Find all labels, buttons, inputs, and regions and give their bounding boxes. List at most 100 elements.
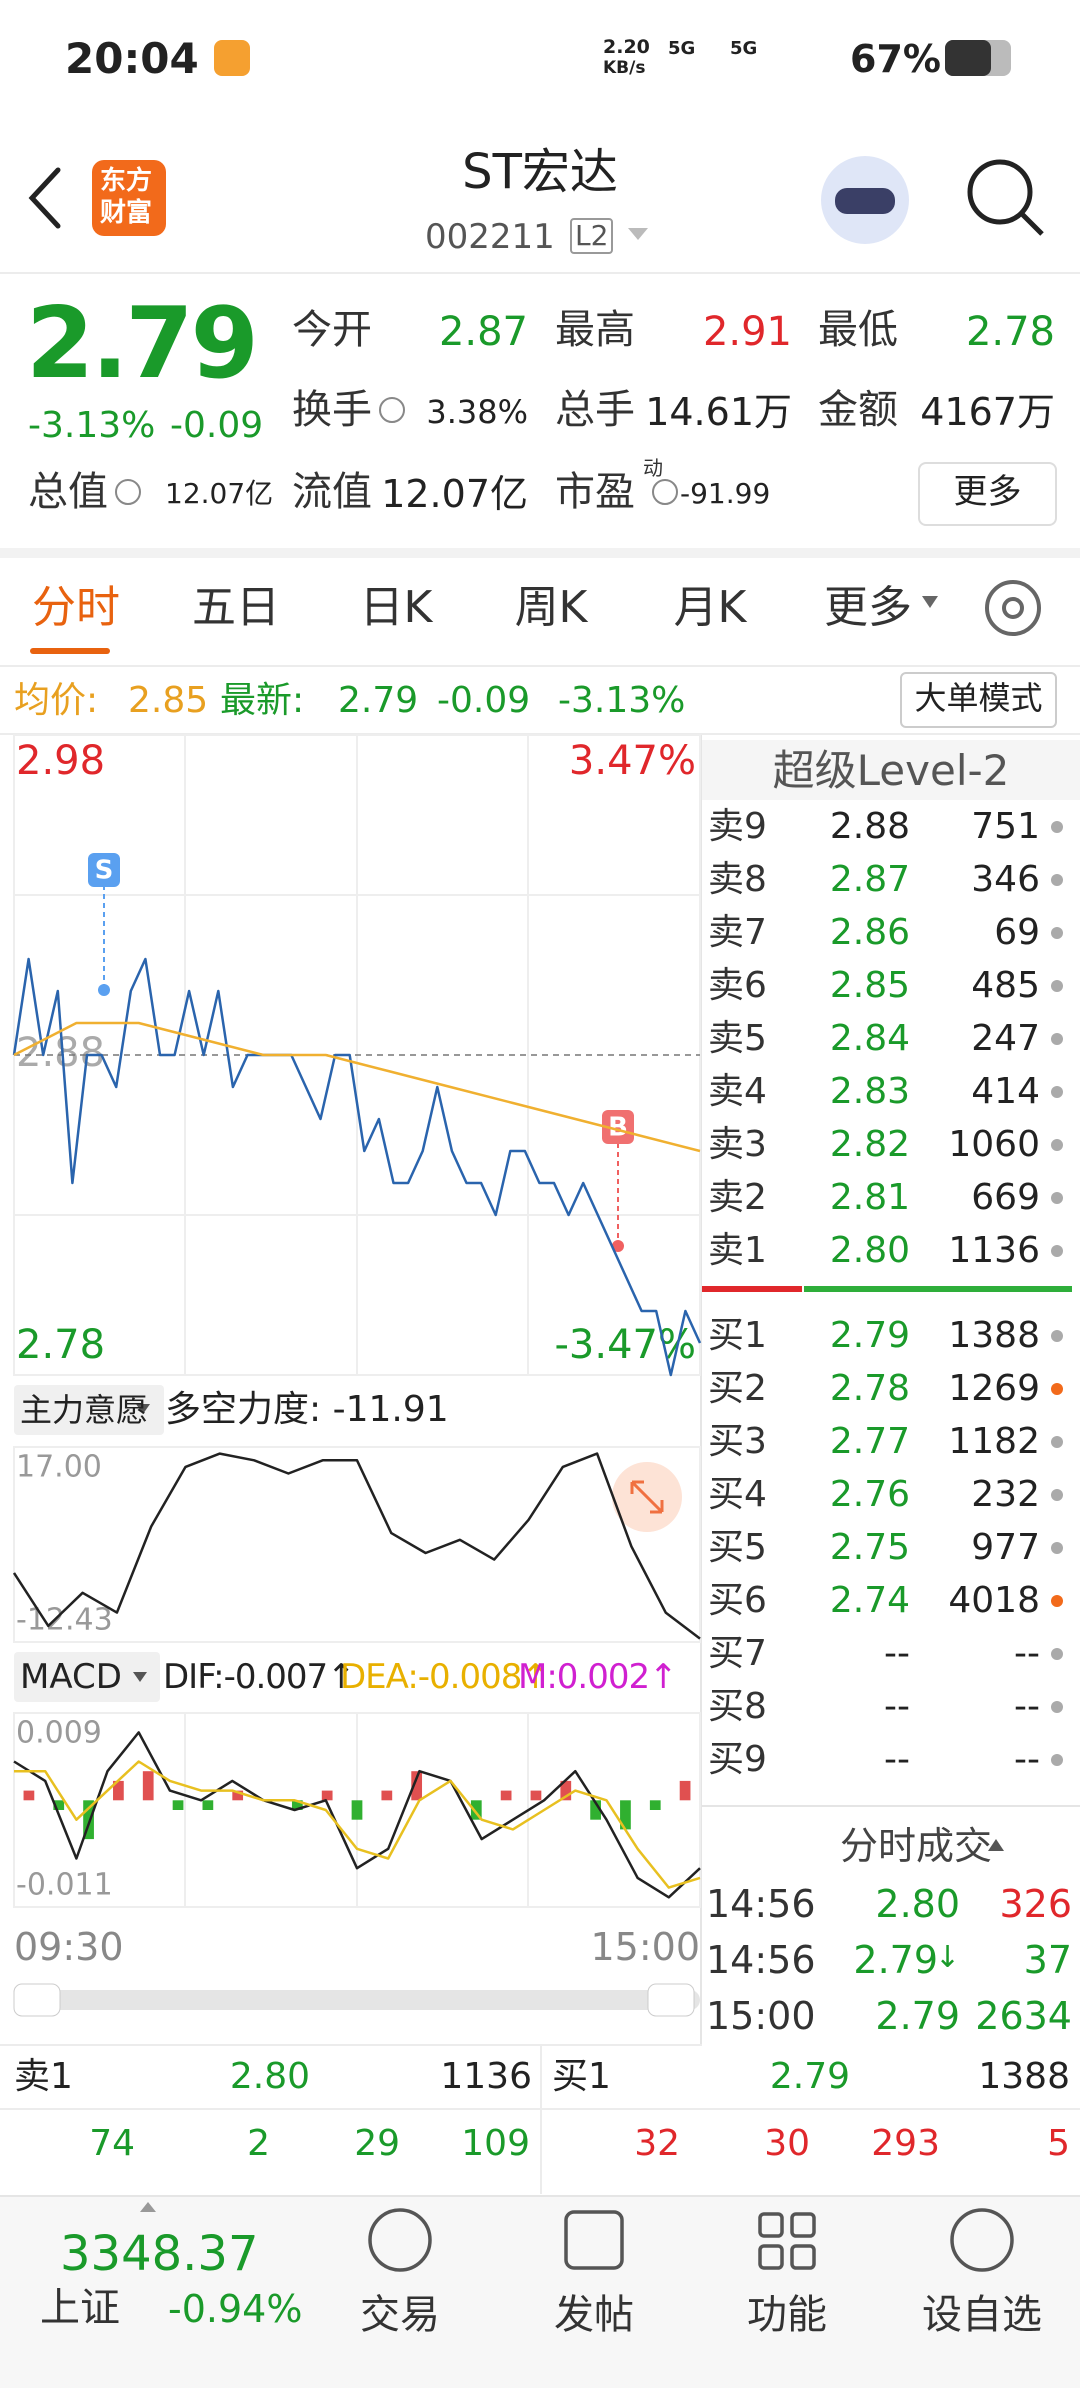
trade-arrow: ↓	[934, 1940, 960, 1975]
macd-bar	[560, 1780, 572, 1801]
bid-order: 30	[764, 2123, 810, 2164]
depth-price: 2.80	[229, 2056, 310, 2097]
more-button[interactable]	[918, 462, 1057, 526]
book-dot	[1051, 1033, 1063, 1045]
stat-value: 2.78	[965, 309, 1055, 355]
book-dot	[1051, 1648, 1063, 1660]
macd-bar	[23, 1790, 35, 1801]
avatar	[835, 188, 895, 214]
book-label: 卖7	[708, 912, 767, 953]
expand-icon	[630, 1480, 664, 1514]
book-price: --	[884, 1633, 910, 1674]
tab[interactable]: 分时	[32, 582, 120, 633]
macd-bar	[291, 1800, 303, 1810]
trade-price: 2.79	[853, 1938, 938, 1982]
macd-bar	[232, 1790, 244, 1801]
book-dot	[1051, 1595, 1063, 1607]
macd-bar	[620, 1800, 631, 1830]
nav-item[interactable]: 设自选	[922, 2292, 1042, 2338]
book-label: 卖2	[708, 1177, 767, 1218]
macd-bar	[411, 1771, 423, 1801]
book-price: 2.87	[829, 859, 910, 900]
series-line	[14, 1760, 701, 1889]
stat-label: 换手	[292, 387, 372, 433]
indicator-select[interactable]	[14, 1652, 160, 1702]
macd-bar	[351, 1800, 363, 1820]
info-avg: 2.85	[128, 680, 209, 721]
depth-label: 卖1	[14, 2056, 73, 2097]
stat-label: 今开	[292, 307, 372, 353]
divider	[0, 548, 1080, 558]
index-change: -0.94%	[168, 2287, 303, 2331]
tab[interactable]: 周K	[514, 582, 588, 633]
battery: 67%	[850, 37, 941, 81]
divider	[540, 2044, 542, 2194]
info-change: -0.09	[437, 680, 531, 721]
book-price: 2.86	[829, 912, 910, 953]
scroll-handle[interactable]	[13, 1983, 61, 2017]
book-label: 卖9	[708, 806, 767, 847]
dropdown-icon	[136, 1404, 150, 1414]
trade-volume: 326	[999, 1882, 1072, 1926]
nav-item[interactable]: 功能	[747, 2292, 827, 2338]
book-dot	[1051, 821, 1063, 833]
dropdown-icon	[133, 1672, 147, 1682]
book-volume: --	[1014, 1686, 1040, 1727]
book-volume: 414	[971, 1071, 1040, 1112]
book-volume: 1269	[948, 1368, 1040, 1409]
more-button-label[interactable]: 更多	[953, 472, 1022, 512]
y-tick-label: -3.47%	[554, 1322, 696, 1368]
trades-title: 分时成交	[839, 1824, 992, 1868]
tab[interactable]: 日K	[359, 582, 433, 633]
stat-label: 最高	[555, 307, 635, 353]
mode-button-label[interactable]: 大单模式	[914, 679, 1043, 717]
book-label: 买8	[708, 1686, 767, 1727]
back-icon[interactable]	[28, 167, 61, 229]
scroll-handle[interactable]	[647, 1983, 695, 2017]
trade-volume: 37	[1023, 1938, 1072, 1982]
nav-item[interactable]: 发帖	[554, 2292, 634, 2338]
indicator-select[interactable]	[14, 1385, 164, 1435]
info-last-label: 最新:	[220, 680, 305, 721]
book-price: 2.85	[829, 965, 910, 1006]
dropdown-icon	[922, 596, 938, 608]
stat-value: 12.07亿	[381, 472, 528, 516]
book-price: 2.75	[829, 1527, 910, 1568]
depth-price: 2.79	[769, 2056, 850, 2097]
series-line	[12, 1452, 701, 1640]
tab[interactable]: 月K	[673, 582, 747, 633]
time-label: 15:00	[590, 1925, 700, 1969]
scrollbar[interactable]	[14, 1990, 700, 2010]
stat-value: 14.61万	[645, 390, 792, 434]
book-dot	[1051, 1383, 1063, 1395]
sell-marker[interactable]	[88, 853, 120, 887]
level2-header	[702, 740, 1080, 800]
book-dot	[1051, 1330, 1063, 1342]
app-logo[interactable]	[92, 160, 166, 236]
buy-marker[interactable]	[602, 1110, 634, 1144]
book-dot	[1051, 1245, 1063, 1257]
book-volume: 1136	[948, 1230, 1040, 1271]
divider	[0, 665, 1080, 667]
battery-icon	[945, 40, 991, 76]
trade-volume: 2634	[975, 1994, 1072, 2038]
tab-underline	[30, 648, 110, 654]
m-label: M:0.002↑	[518, 1657, 678, 1697]
book-label: 买1	[708, 1315, 767, 1356]
price: 2.79	[26, 287, 259, 401]
expand-caret	[140, 2202, 156, 2212]
book-label: 买6	[708, 1580, 767, 1621]
tab[interactable]: 更多	[824, 582, 912, 633]
info-avg-label: 均价:	[14, 680, 99, 721]
nav-item[interactable]: 交易	[360, 2292, 440, 2338]
search-icon[interactable]	[967, 159, 1044, 236]
signal: 5G	[668, 38, 696, 59]
net-speed: 2.20	[603, 36, 650, 58]
mode-button[interactable]	[900, 672, 1057, 728]
settings-icon[interactable]	[985, 580, 1041, 636]
stat-value: -91.99	[680, 477, 771, 510]
tab[interactable]: 五日	[192, 582, 280, 633]
macd-bar	[83, 1800, 94, 1840]
